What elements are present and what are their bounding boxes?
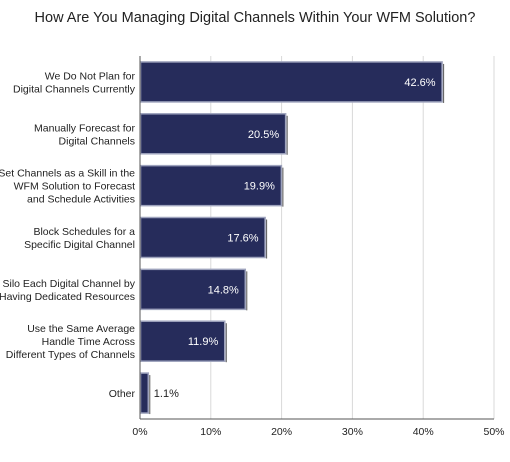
- bar: [139, 164, 283, 207]
- category-label: Specific Digital Channel: [24, 239, 135, 251]
- x-tick-label: 30%: [342, 426, 363, 438]
- x-tick-label: 20%: [271, 426, 292, 438]
- bar-value-label: 1.1%: [154, 388, 179, 400]
- category-label: Handle Time Across: [42, 336, 135, 348]
- bar: [139, 113, 287, 155]
- category-label: Other: [109, 388, 136, 400]
- category-label: Use the Same Average: [27, 323, 135, 335]
- x-tick-label: 40%: [413, 426, 434, 438]
- bar: [139, 61, 443, 103]
- category-label: and Schedule Activities: [27, 194, 135, 206]
- category-label: We Do Not Plan for: [45, 70, 136, 82]
- x-tick-label: 10%: [200, 426, 221, 438]
- bar-value-label: 19.9%: [244, 181, 275, 193]
- bar-value-label: 20.5%: [248, 129, 279, 141]
- x-tick-label: 50%: [483, 426, 504, 438]
- bar-value-label: 14.8%: [208, 284, 239, 296]
- bar-value-label: 11.9%: [188, 336, 219, 348]
- x-tick-label: 0%: [132, 426, 147, 438]
- bar: [139, 320, 226, 362]
- category-label: Digital Channels: [59, 135, 135, 147]
- category-label: WFM Solution to Forecast: [14, 181, 135, 193]
- bar: [139, 372, 150, 414]
- category-label: Having Dedicated Resources: [0, 291, 135, 303]
- category-label: Set Channels as a Skill in the: [0, 168, 135, 180]
- category-label: Different Types of Channels: [6, 349, 135, 361]
- bar: [139, 268, 247, 311]
- x-axis: 0% 10% 20% 30% 40% 50%: [132, 56, 505, 438]
- category-label: Silo Each Digital Channel by: [3, 278, 136, 290]
- bars: 42.6% 20.5% 19.9% 17.6% 14.8% 11.9% 1.1%: [139, 61, 445, 415]
- category-label: Digital Channels Currently: [13, 83, 136, 95]
- bar-value-label: 42.6%: [404, 77, 435, 89]
- category-label: Block Schedules for a: [33, 226, 135, 238]
- bar-value-label: 17.6%: [227, 233, 258, 245]
- category-label: Manually Forecast for: [34, 122, 135, 134]
- chart-title: How Are You Managing Digital Channels Wi…: [34, 10, 476, 26]
